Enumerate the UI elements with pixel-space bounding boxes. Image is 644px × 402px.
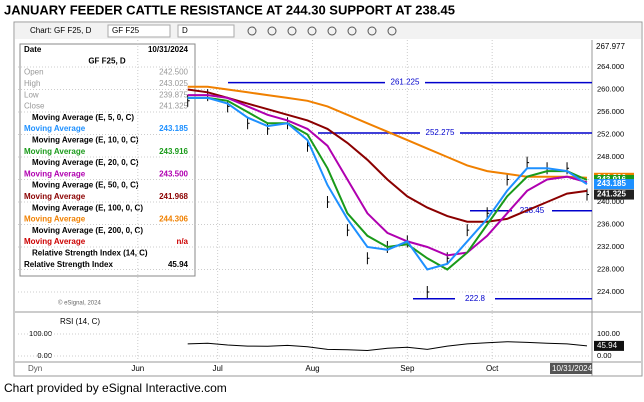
data-window-label: Moving Average	[24, 192, 86, 201]
x-tick-label: Oct	[486, 364, 499, 373]
toolbar-icons[interactable]	[247, 26, 397, 36]
level-label-bg	[420, 127, 460, 138]
data-window-label: Moving Average (E, 5, 0, C)	[32, 113, 134, 122]
rsi-tag-label: 45.94	[597, 341, 618, 350]
interval: D	[182, 26, 188, 35]
data-window-label: Relative Strength Index (14, C)	[32, 249, 148, 258]
data-window-label: Date	[24, 45, 42, 54]
price-tag	[594, 179, 634, 190]
axis-top-label: 267.977	[596, 42, 625, 51]
symbol-box[interactable]	[107, 24, 171, 38]
rsi-tag	[594, 340, 624, 351]
y-tick-label: 236.000	[597, 219, 624, 228]
data-window-label: Moving Average	[24, 147, 86, 156]
level-label: 252.275	[426, 128, 455, 137]
data-window-value: n/a	[176, 237, 188, 246]
data-window-label: Open	[24, 68, 44, 77]
y-tick-label: 240.000	[597, 197, 624, 206]
x-tick-label: Jun	[131, 364, 144, 373]
data-window-value: 243.185	[159, 124, 188, 133]
level-label: 261.225	[391, 78, 420, 87]
copyright: © eSignal, 2024	[58, 300, 101, 307]
y-tick-label: 232.000	[597, 242, 624, 251]
price-tag-label: 243.185	[597, 179, 626, 188]
symbol: GF F25	[112, 26, 140, 35]
date-tag	[550, 363, 592, 374]
footer: Chart provided by eSignal Interactive.co…	[4, 381, 227, 395]
panel-title: RSI (14, C)	[60, 317, 100, 326]
x-tick-label: Aug	[305, 364, 319, 373]
level-label: 222.8	[465, 294, 486, 303]
data-window-value: 242.500	[159, 68, 188, 77]
data-window-label: GF F25, D	[88, 56, 126, 65]
y-tick-label: 0.00	[597, 351, 612, 360]
y-tick-label: 260.000	[597, 84, 624, 93]
y-tick-label: 224.000	[597, 287, 624, 296]
title: JANUARY FEEDER CATTLE RESISTANCE AT 244.…	[4, 2, 455, 17]
ma-line	[187, 88, 588, 223]
data-window-label: Moving Average (E, 200, 0, C)	[32, 226, 143, 235]
data-window-label: Moving Average	[24, 124, 86, 133]
y-tick-label: 228.000	[597, 264, 624, 273]
data-window-value: 45.94	[168, 260, 189, 269]
level-label-bg	[455, 293, 495, 304]
data-window-label: Relative Strength Index	[24, 260, 113, 269]
level-label: 238.45	[520, 206, 545, 215]
y-tick-label: 100.00	[597, 329, 620, 338]
data-window	[19, 43, 196, 277]
data-window-value: 241.968	[159, 192, 188, 201]
data-window-label: Moving Average	[24, 169, 86, 178]
data-window-value: 241.325	[159, 102, 188, 111]
y-tick-label-left: 100.00	[29, 329, 52, 338]
y-tick-label: 264.000	[597, 62, 624, 71]
data-window-label: Low	[24, 90, 39, 99]
price-tag	[594, 189, 634, 200]
x-tick-label: Jul	[213, 364, 223, 373]
data-window-label: Moving Average (E, 10, 0, C)	[32, 136, 139, 145]
y-tick-label-left: 0.00	[37, 351, 52, 360]
data-window-value: 243.916	[159, 147, 188, 156]
data-window-value: 243.500	[159, 169, 188, 178]
ma-line	[187, 96, 588, 271]
level-label-bg	[385, 77, 425, 88]
y-tick-label: 252.000	[597, 129, 624, 138]
data-window-label: Moving Average (E, 20, 0, C)	[32, 158, 139, 167]
price-tag-label: 241.325	[597, 190, 626, 199]
ma-line	[187, 94, 588, 257]
toolbar-label: Chart: GF F25, D	[30, 26, 92, 35]
last-date: 10/31/2024	[552, 364, 593, 373]
level-label-bg	[512, 205, 552, 216]
data-window-value: 239.875	[159, 90, 188, 99]
rsi-line	[187, 341, 588, 352]
data-window-label: Moving Average (E, 100, 0, C)	[32, 203, 143, 212]
data-window-label: High	[24, 79, 40, 88]
interval-box[interactable]	[177, 24, 235, 38]
dyn-label: Dyn	[28, 364, 42, 373]
data-window-label: Moving Average	[24, 215, 86, 224]
data-window-label: Moving Average (E, 50, 0, C)	[32, 181, 139, 190]
data-window-label: Moving Average	[24, 237, 86, 246]
y-tick-label: 248.000	[597, 152, 624, 161]
x-tick-label: Sep	[400, 364, 415, 373]
data-window-label: Close	[24, 102, 45, 111]
ma-line	[187, 96, 588, 271]
data-window-value: 244.306	[159, 215, 188, 224]
data-window-value: 243.025	[159, 79, 188, 88]
y-tick-label: 256.000	[597, 107, 624, 116]
data-window-value: 10/31/2024	[148, 45, 189, 54]
